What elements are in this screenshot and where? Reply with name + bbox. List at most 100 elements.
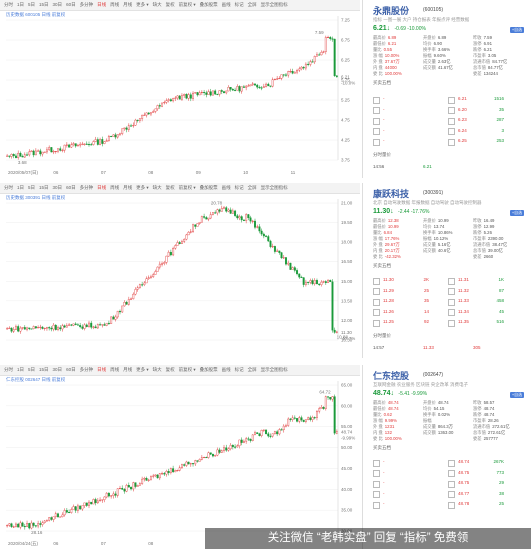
checkbox-icon[interactable] [373,459,380,467]
checkbox-icon[interactable] [373,277,380,285]
toolbar-item[interactable]: 更多 ▾ [136,367,149,372]
toolbar-item[interactable]: 画线 [221,2,231,7]
add-watchlist-button[interactable]: +自选 [510,27,524,33]
checkbox-icon[interactable] [448,128,455,135]
toolbar-item[interactable]: 周线 [110,185,120,190]
toolbar-item[interactable]: 日线 [97,367,107,372]
checkbox-icon[interactable] [448,277,455,285]
toolbar-item[interactable]: 周线 [110,2,120,7]
toolbar-item[interactable]: 多分钟 [79,2,94,7]
stat-label: 涨 幅 [373,53,383,58]
stat-label: 委 比 [373,71,383,76]
checkbox-icon[interactable] [448,459,455,467]
toolbar-item[interactable]: 复权 [165,185,175,190]
toolbar-item[interactable]: 前复权 ▾ [178,185,196,190]
toolbar-item[interactable]: 全屏 [247,2,257,7]
toolbar-item[interactable]: 叠加股票 [199,367,218,372]
checkbox-icon[interactable] [373,309,380,316]
checkbox-icon[interactable] [448,107,455,114]
toolbar-item[interactable]: 5日 [28,367,36,372]
toolbar-item[interactable]: 5日 [28,2,36,7]
toolbar-item[interactable]: 1日 [17,367,25,372]
toolbar-item[interactable]: 分时 [4,2,13,7]
toolbar-item[interactable]: 15日 [39,185,49,190]
toolbar-item[interactable]: 日线 [97,2,107,7]
checkbox-icon[interactable] [373,107,380,114]
toolbar-item[interactable]: 30日 [52,367,63,372]
checkbox-icon[interactable] [373,128,380,135]
toolbar-item[interactable]: 1日 [17,185,25,190]
toolbar-item[interactable]: 前复权 ▾ [178,367,196,372]
checkbox-icon[interactable] [373,298,380,306]
toolbar-item[interactable]: 显示全图指标 [260,367,288,372]
add-watchlist-button[interactable]: +自选 [510,392,524,398]
toolbar-item[interactable]: 标记 [234,367,244,372]
kline-chart[interactable]: 7.25 6.75 6.25 5.75 5.25 4.75 4.25 3.75 2020/05/… [0,10,360,178]
checkbox-icon[interactable] [448,298,455,306]
toolbar-item[interactable]: 15日 [39,367,49,372]
checkbox-icon[interactable] [448,501,455,509]
checkbox-icon[interactable] [373,480,380,488]
checkbox-icon[interactable] [373,288,380,295]
checkbox-icon[interactable] [373,491,380,498]
toolbar-item[interactable]: 月线 [123,185,133,190]
checkbox-icon[interactable] [448,96,455,104]
checkbox-icon[interactable] [448,319,455,327]
toolbar-item[interactable]: 缺大 [152,367,162,372]
checkbox-icon[interactable] [448,480,455,488]
checkbox-icon[interactable] [448,491,455,498]
toolbar-item[interactable]: 周线 [110,367,120,372]
toolbar-item[interactable]: 月线 [123,2,133,7]
toolbar-item[interactable]: 复权 [165,2,175,7]
checkbox-icon[interactable] [373,501,380,509]
toolbar-item[interactable]: 多分钟 [79,367,94,372]
toolbar-item[interactable]: 60日 [66,367,76,372]
concept-tabs[interactable]: 北京 自动驾驶数据 年报数据 自动驾驶 自动驾驶控制器 [373,200,482,205]
toolbar-item[interactable]: 月线 [123,367,133,372]
checkbox-icon[interactable] [373,138,380,146]
toolbar-item[interactable]: 更多 ▾ [136,2,149,7]
checkbox-icon[interactable] [373,470,380,477]
add-watchlist-button[interactable]: +自选 [510,210,524,216]
toolbar-item[interactable]: 15日 [39,2,49,7]
toolbar-item[interactable]: 缺大 [152,2,162,7]
checkbox-icon[interactable] [448,470,455,477]
kline-chart[interactable]: 65.0060.0055.0050.0045.0040.0035.0030.00… [0,375,360,549]
toolbar-item[interactable]: 全屏 [247,367,257,372]
toolbar-item[interactable]: 缺大 [152,185,162,190]
toolbar-item[interactable]: 多分钟 [79,185,94,190]
toolbar-item[interactable]: 画线 [221,367,231,372]
x-tick-label: 07 [101,541,107,546]
toolbar-item[interactable]: 复权 [165,367,175,372]
toolbar-item[interactable]: 更多 ▾ [136,185,149,190]
toolbar-item[interactable]: 分时 [4,185,13,190]
toolbar-item[interactable]: 显示全图指标 [260,185,288,190]
toolbar-item[interactable]: 60日 [66,2,76,7]
checkbox-icon[interactable] [448,117,455,125]
checkbox-icon[interactable] [373,319,380,327]
toolbar-item[interactable]: 5日 [28,185,36,190]
checkbox-icon[interactable] [448,288,455,295]
toolbar-item[interactable]: 画线 [221,185,231,190]
toolbar-item[interactable]: 60日 [66,185,76,190]
toolbar-item[interactable]: 日线 [97,185,107,190]
concept-tabs[interactable]: 互联网金融 农业服务 区块链 央企改革 消费电子 [373,382,468,387]
toolbar-item[interactable]: 1日 [17,2,25,7]
toolbar-item[interactable]: 显示全图指标 [260,2,288,7]
candle-body [143,114,146,116]
checkbox-icon[interactable] [373,117,380,125]
toolbar-item[interactable]: 标记 [234,2,244,7]
toolbar-item[interactable]: 30日 [52,185,63,190]
checkbox-icon[interactable] [448,309,455,316]
toolbar-item[interactable]: 叠加股票 [199,2,218,7]
toolbar-item[interactable]: 全屏 [247,185,257,190]
toolbar-item[interactable]: 标记 [234,185,244,190]
checkbox-icon[interactable] [373,96,380,104]
toolbar-item[interactable]: 前复权 ▾ [178,2,196,7]
concept-tabs[interactable]: 指标 一图一展 大户 持仓报表 年报点评 经营数据 [373,17,470,22]
toolbar-item[interactable]: 分时 [4,367,13,372]
toolbar-item[interactable]: 30日 [52,2,63,7]
checkbox-icon[interactable] [448,138,455,146]
toolbar-item[interactable]: 叠加股票 [199,185,218,190]
kline-chart[interactable]: 21.00 19.50 18.00 16.50 15.00 13.50 12.00 10.50… [0,193,360,358]
